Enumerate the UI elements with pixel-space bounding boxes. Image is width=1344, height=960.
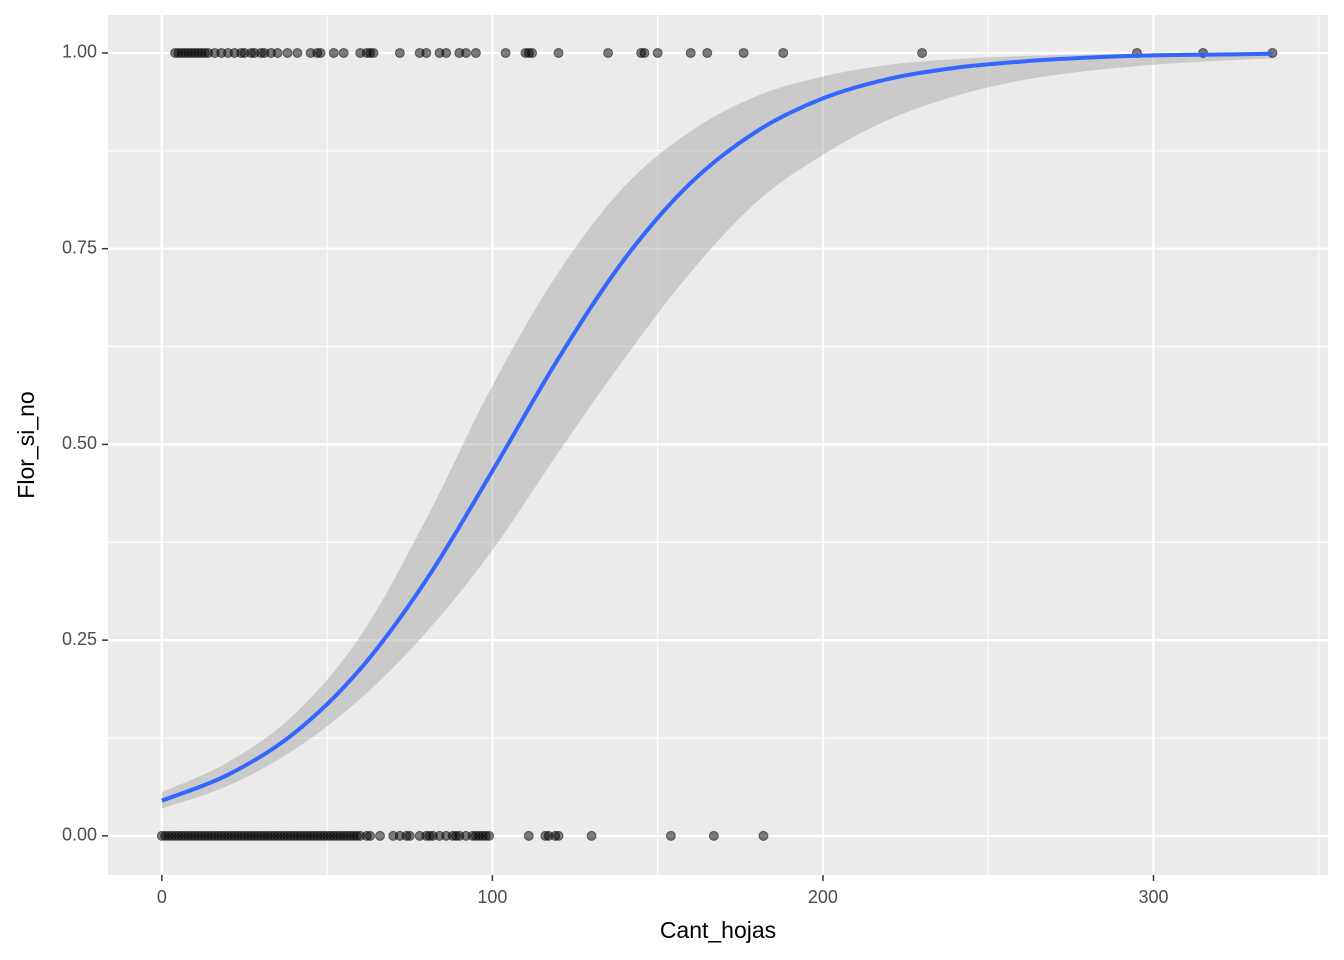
point	[394, 47, 405, 58]
point	[338, 47, 349, 58]
y-axis-title: Flor_si_no	[13, 391, 39, 498]
point	[527, 47, 538, 58]
point	[292, 47, 303, 58]
y-tick-label: 0.25	[62, 629, 97, 649]
point	[421, 47, 432, 58]
point	[586, 830, 597, 841]
y-tick-label: 0.75	[62, 237, 97, 257]
point	[778, 47, 789, 58]
x-axis-title: Cant_hojas	[660, 917, 776, 943]
fit-line	[161, 51, 1273, 803]
point	[917, 47, 928, 58]
point	[553, 47, 564, 58]
point	[328, 47, 339, 58]
point	[639, 47, 650, 58]
point	[523, 830, 534, 841]
point	[375, 830, 386, 841]
point	[702, 47, 713, 58]
point	[368, 47, 379, 58]
point	[685, 47, 696, 58]
x-tick-label: 100	[477, 887, 507, 907]
point	[665, 830, 676, 841]
point	[272, 47, 283, 58]
point	[738, 47, 749, 58]
confidence-band	[161, 53, 1273, 809]
point	[282, 47, 293, 58]
point	[470, 47, 481, 58]
y-tick-label: 0.00	[62, 825, 97, 845]
y-tick-label: 0.50	[62, 433, 97, 453]
x-tick-label: 300	[1138, 887, 1168, 907]
point	[500, 47, 511, 58]
point	[441, 47, 452, 58]
point	[365, 830, 376, 841]
point	[758, 830, 769, 841]
y-tick-label: 1.00	[62, 42, 97, 62]
x-tick-label: 0	[157, 887, 167, 907]
point	[484, 830, 495, 841]
point	[460, 47, 471, 58]
point	[652, 47, 663, 58]
point	[708, 830, 719, 841]
point	[553, 830, 564, 841]
point	[404, 830, 415, 841]
point	[603, 47, 614, 58]
x-tick-label: 200	[808, 887, 838, 907]
point	[315, 47, 326, 58]
